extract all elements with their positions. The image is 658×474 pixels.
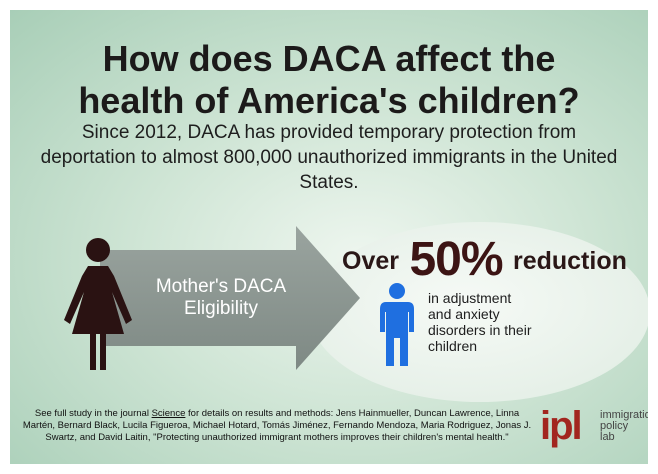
page-title: How does DACA affect the health of Ameri… — [10, 38, 648, 122]
citation-footer: See full study in the journal Science fo… — [22, 408, 532, 444]
stat-headline: Over 50% reduction — [342, 232, 642, 287]
arrow-label: Mother's DACA Eligibility — [136, 276, 306, 320]
stat-desc-line-4: children — [428, 338, 478, 354]
right-arrow-icon — [100, 226, 360, 370]
infographic: How does DACA affect the health of Ameri… — [10, 10, 648, 464]
ipl-name-line-3: lab — [600, 431, 615, 443]
subtitle: Since 2012, DACA has provided temporary … — [40, 122, 618, 193]
footer-rest: for details on results and methods: Jens… — [22, 408, 532, 443]
stat-prefix: Over — [342, 247, 399, 275]
arrow-label-line-1: Mother's DACA — [155, 276, 287, 297]
child-figure-icon — [380, 283, 414, 366]
arrow-label-line-2: Eligibility — [184, 298, 258, 319]
stat-suffix: reduction — [512, 247, 627, 275]
stat-desc-line-3: disorders in their — [428, 322, 532, 338]
ipl-org-name: immigration policy lab — [600, 410, 648, 443]
title-line-2: health of America's children? — [78, 80, 580, 121]
stat-desc-line-1: in adjustment — [428, 290, 512, 306]
stat-description: in adjustment and anxiety disorders in t… — [428, 290, 578, 354]
ipl-name-line-1: immigration — [600, 409, 648, 421]
stat-desc-line-2: and anxiety — [428, 306, 500, 322]
woman-figure-icon — [64, 238, 132, 370]
stat-value: 50% — [409, 233, 503, 286]
ipl-name-line-2: policy — [600, 420, 629, 432]
ipl-logo: ipl — [540, 404, 583, 448]
footer-lead: See full study in the journal — [34, 408, 152, 419]
title-line-1: How does DACA affect the — [102, 38, 556, 79]
result-ellipse — [310, 222, 648, 402]
journal-link[interactable]: Science — [151, 408, 186, 419]
